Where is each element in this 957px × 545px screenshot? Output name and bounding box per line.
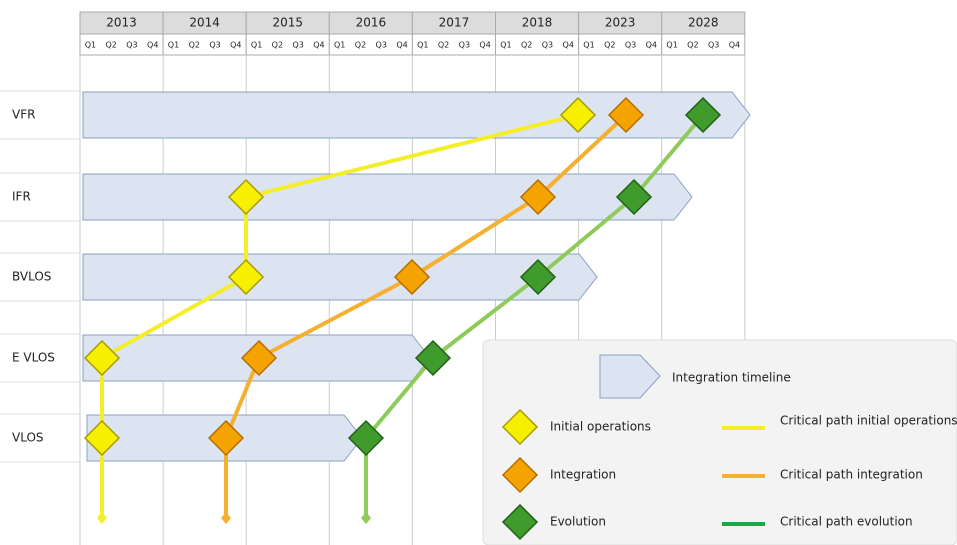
milestone	[227, 258, 265, 296]
timeline-bar	[82, 173, 693, 221]
legend: Integration timeline Initial operations …	[482, 339, 957, 545]
quarter-label: Q2	[105, 41, 116, 50]
milestones	[83, 96, 722, 541]
quarter-label: Q2	[272, 41, 283, 50]
quarter-cell	[661, 33, 746, 56]
quarter-label: Q1	[666, 41, 677, 50]
year-label: 2018	[522, 16, 553, 30]
milestone	[414, 339, 452, 377]
quarter-label: Q4	[147, 41, 158, 50]
quarter-label: Q4	[646, 41, 657, 50]
milestone	[347, 419, 385, 457]
milestone	[501, 456, 539, 494]
milestone	[207, 419, 245, 457]
path-end	[221, 512, 231, 524]
quarter-label: Q4	[230, 41, 241, 50]
quarter-label: Q3	[126, 41, 137, 50]
milestone	[393, 258, 431, 296]
quarter-label: Q4	[563, 41, 574, 50]
milestone	[240, 339, 278, 377]
path-end	[97, 512, 107, 524]
quarter-label: Q4	[313, 41, 324, 50]
legend-label: Critical path evolution	[780, 515, 913, 529]
quarter-label: Q1	[168, 41, 179, 50]
quarter-label: Q3	[209, 41, 220, 50]
quarter-label: Q1	[85, 41, 96, 50]
year-label: 2016	[356, 16, 387, 30]
milestone	[607, 96, 645, 134]
row-label: IFR	[12, 190, 31, 204]
quarter-label: Q1	[417, 41, 428, 50]
milestone	[519, 258, 557, 296]
legend-label: Evolution	[550, 515, 606, 529]
quarter-label: Q1	[583, 41, 594, 50]
quarter-label: Q4	[396, 41, 407, 50]
quarter-label: Q2	[687, 41, 698, 50]
row-label: BVLOS	[12, 270, 51, 284]
quarter-label: Q1	[334, 41, 345, 50]
milestone	[519, 178, 557, 216]
quarter-label: Q2	[604, 41, 615, 50]
row-label: VFR	[12, 108, 35, 122]
row-label: VLOS	[12, 431, 44, 445]
row-label: E VLOS	[12, 351, 55, 365]
quarter-label: Q3	[292, 41, 303, 50]
milestone	[559, 96, 597, 134]
milestone	[501, 408, 539, 446]
legend-label: Integration timeline	[672, 371, 791, 385]
year-label: 2014	[189, 16, 220, 30]
quarter-label: Q4	[729, 41, 740, 50]
quarter-label: Q2	[355, 41, 366, 50]
year-label: 2013	[106, 16, 137, 30]
quarter-label: Q3	[625, 41, 636, 50]
quarter-label: Q1	[251, 41, 262, 50]
quarter-label: Q3	[542, 41, 553, 50]
quarter-label: Q2	[189, 41, 200, 50]
year-label: 2015	[272, 16, 303, 30]
legend-label: Integration	[550, 468, 616, 482]
quarter-label: Q3	[708, 41, 719, 50]
milestone	[227, 178, 265, 216]
milestone	[501, 503, 539, 541]
path-ends	[97, 512, 371, 524]
legend-timeline	[599, 354, 661, 399]
year-label: 2028	[688, 16, 719, 30]
quarter-label: Q3	[376, 41, 387, 50]
quarter-label: Q2	[438, 41, 449, 50]
quarter-label: Q4	[479, 41, 490, 50]
legend-label: Initial operations	[550, 420, 651, 434]
path-end	[361, 512, 371, 524]
milestone	[684, 96, 722, 134]
timeline-bar	[82, 91, 751, 139]
quarter-label: Q3	[459, 41, 470, 50]
timeline-bar	[82, 253, 598, 301]
quarter-label: Q2	[521, 41, 532, 50]
legend-label: Critical path integration	[780, 468, 923, 482]
legend-label: Critical path initial operations	[780, 414, 957, 428]
milestone	[83, 419, 121, 457]
milestone	[615, 178, 653, 216]
year-label: 2023	[605, 16, 636, 30]
year-label: 2017	[439, 16, 470, 30]
milestone	[83, 339, 121, 377]
quarter-label: Q1	[500, 41, 511, 50]
